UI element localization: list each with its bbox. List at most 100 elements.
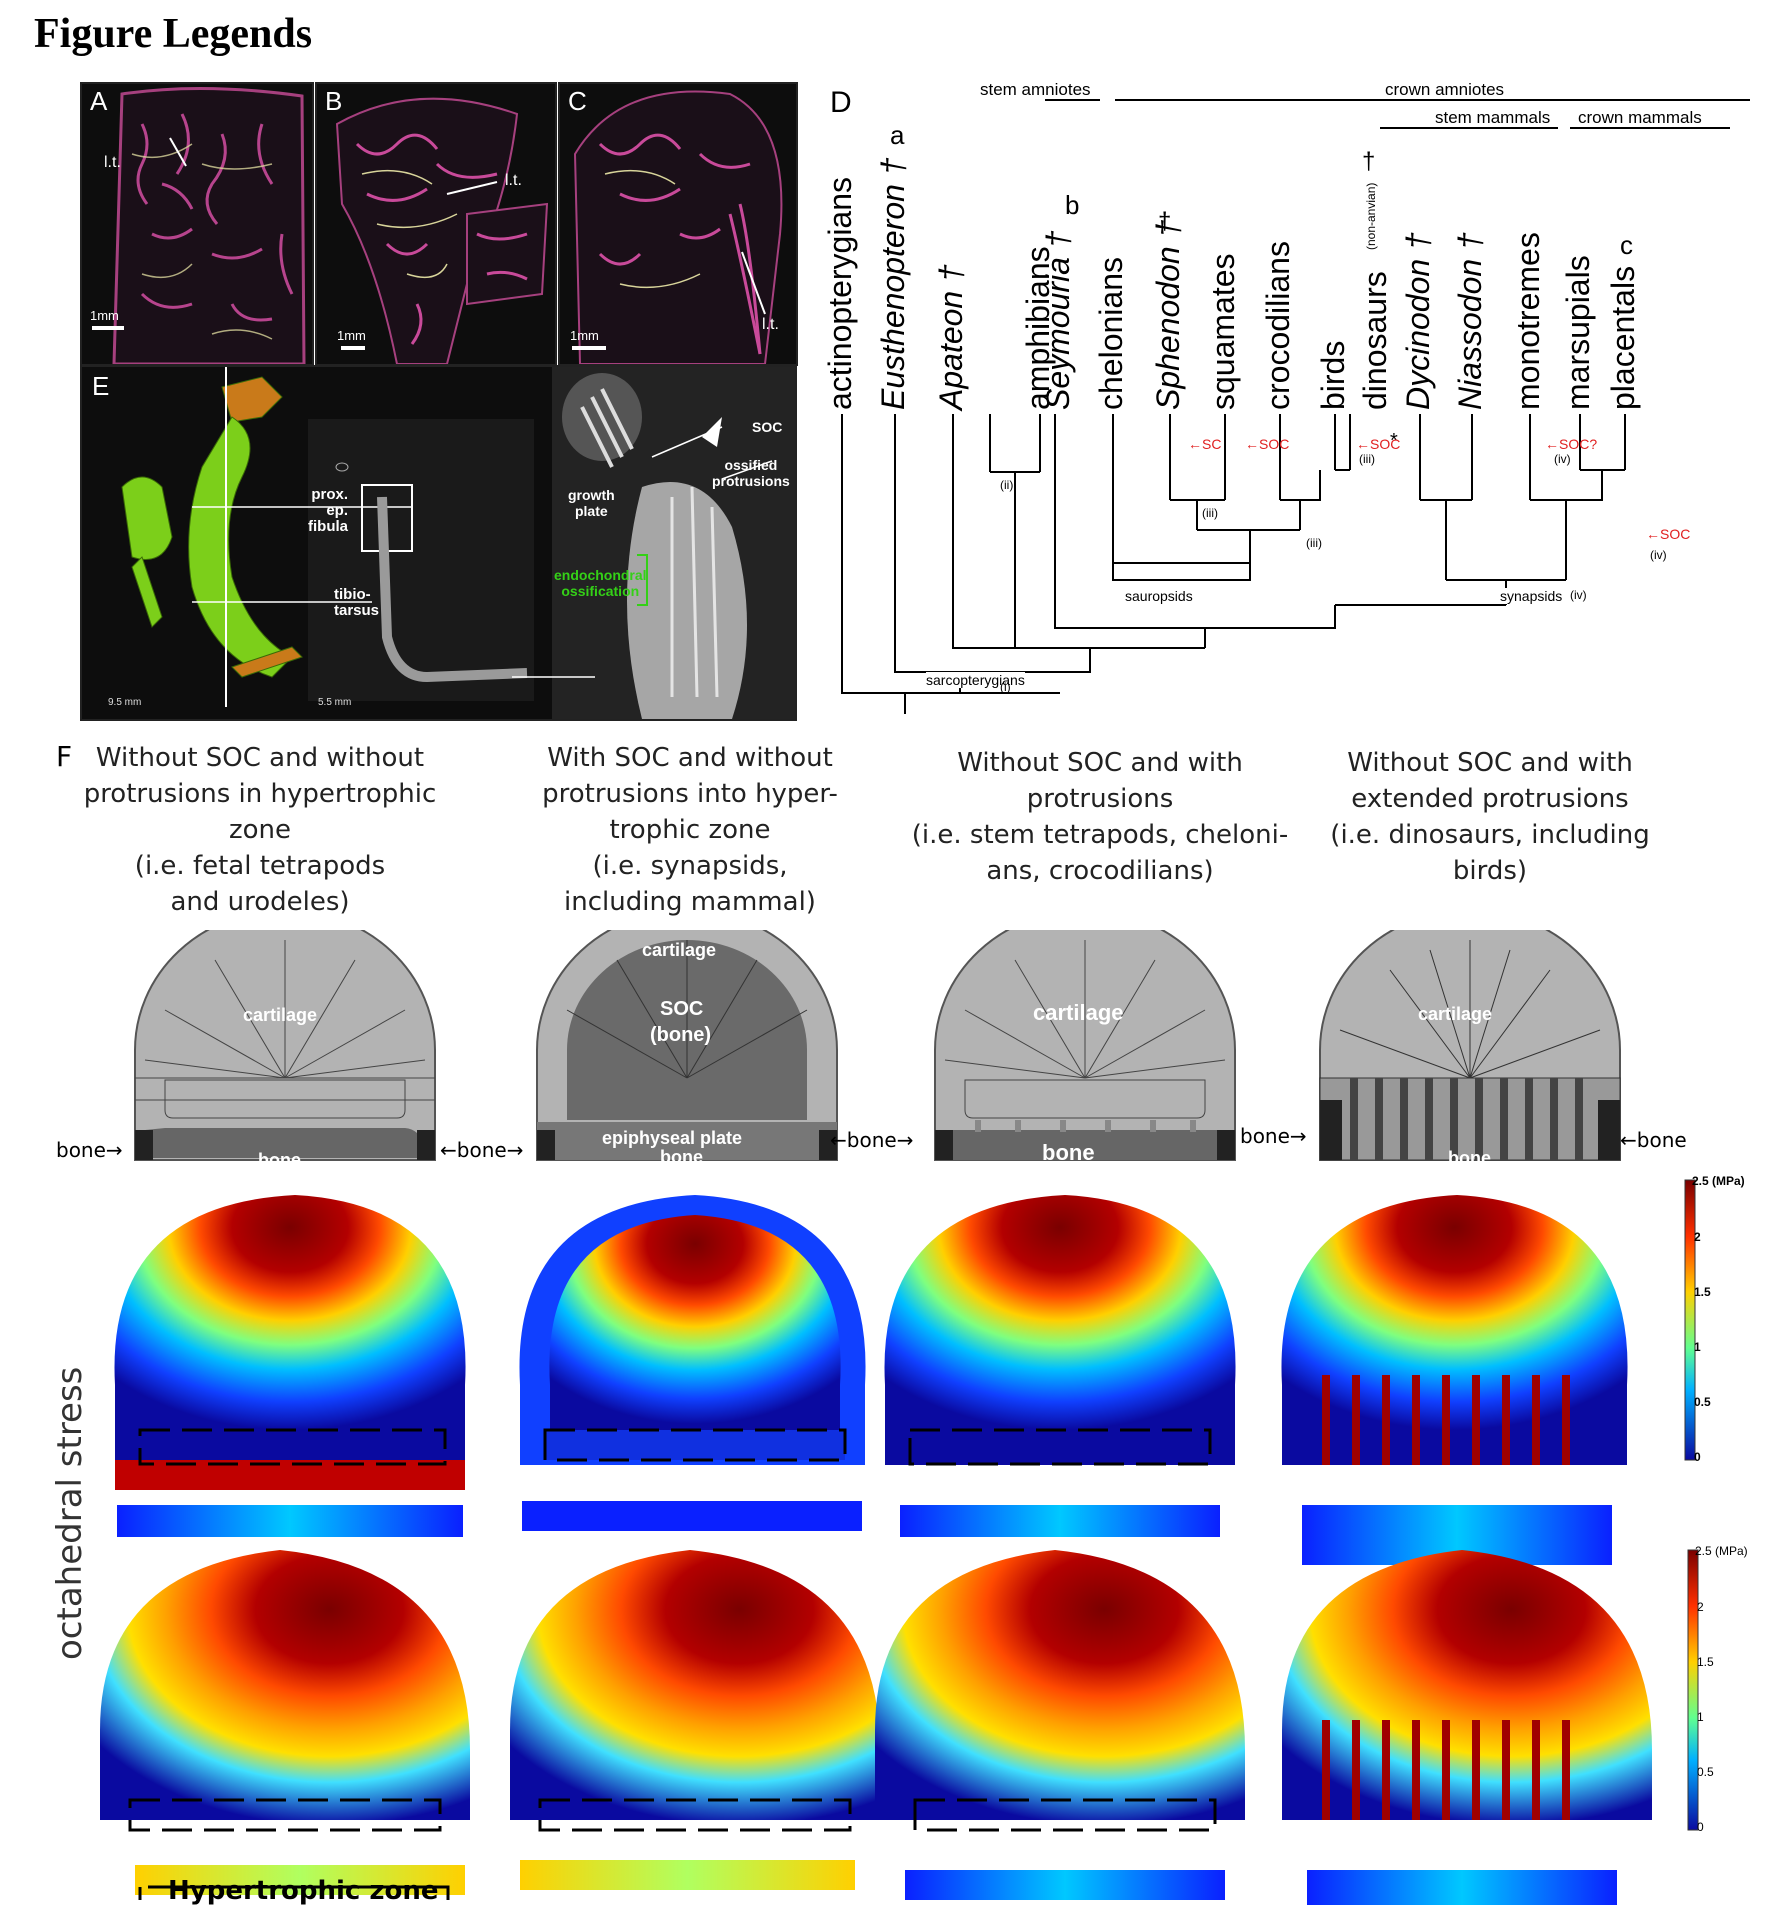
panel-e: E prox. ep. fibula tibio- tarsus 9.5 mm … bbox=[80, 365, 797, 721]
colorbar-1-tick-0: 0 bbox=[1694, 1450, 1701, 1464]
panel-c-scale-text: 1mm bbox=[570, 328, 599, 343]
ann-tibio: tibio- bbox=[334, 586, 371, 603]
caption-3: Without SOC and with protrusions (i.e. s… bbox=[911, 748, 1289, 886]
bone-arrow-4: bone→ bbox=[1240, 1124, 1307, 1148]
label-bone-3: bone bbox=[1042, 1140, 1095, 1165]
panel-b-image bbox=[335, 97, 549, 365]
colorbar-2-tick-2: 2 bbox=[1697, 1600, 1704, 1614]
colorbar-2-unit: 2.5 (MPa) bbox=[1695, 1544, 1748, 1558]
panel-a-label: A bbox=[90, 86, 108, 116]
panel-b-scalebar bbox=[341, 346, 365, 350]
endo-text-1: endochondral bbox=[554, 567, 647, 583]
label-soc-2: SOC bbox=[660, 998, 704, 1020]
side-label-octahedral-stress: octahedral stress bbox=[50, 1366, 90, 1660]
plate-text: plate bbox=[574, 503, 608, 519]
star-marker: * bbox=[1390, 430, 1398, 452]
ossified-text: ossified bbox=[724, 457, 778, 473]
roman-i: (i) bbox=[1000, 680, 1011, 694]
panel-e-annotation-tibiotarsus: tibio- tarsus bbox=[334, 587, 379, 619]
colorbar-1-tick-15: 1.5 bbox=[1694, 1285, 1711, 1299]
roman-iv-b: (iv) bbox=[1650, 548, 1667, 562]
taxon-birds: birds bbox=[1315, 340, 1351, 410]
panel-c-scalebar bbox=[572, 346, 606, 350]
dagger-dinosaurs: † bbox=[1362, 148, 1376, 175]
dagger-sphenodon: † bbox=[1158, 208, 1172, 235]
colorbar-1-tick-1: 1 bbox=[1694, 1340, 1701, 1354]
panel-a-scalebar bbox=[92, 326, 124, 330]
group-stem-mammals: stem mammals bbox=[1435, 108, 1551, 127]
schematic-row bbox=[134, 930, 1621, 1161]
taxon-actinopterygians: actinopterygians bbox=[822, 176, 858, 410]
taxon-eusthenopteron: Eusthenopteron † bbox=[875, 157, 911, 410]
micro-growth-plate: growth plate bbox=[568, 487, 615, 519]
panel-e-label: E bbox=[92, 371, 110, 401]
caption-2: With SOC and without protrusions into hy… bbox=[542, 743, 838, 917]
panel-a-annotation: l.t. bbox=[104, 154, 121, 171]
taxon-letter-c: c bbox=[1620, 230, 1633, 260]
label-cartilage-2: cartilage bbox=[642, 940, 717, 960]
protrusions-text: protrusions bbox=[712, 473, 790, 489]
stress-row-1 bbox=[114, 1195, 1628, 1565]
bone-arrow-3: ←bone→ bbox=[830, 1128, 914, 1152]
panel-e-scale1: 9.5 mm bbox=[108, 697, 142, 708]
hypertrophic-zone-label: Hypertrophic zone bbox=[168, 1876, 439, 1906]
panel-b: B l.t. 1mm bbox=[315, 82, 557, 366]
label-cartilage-1: cartilage bbox=[243, 1005, 318, 1025]
bone-arrow-5: ←bone bbox=[1620, 1128, 1687, 1152]
taxon-monotremes: monotremes bbox=[1510, 232, 1546, 410]
group-crown-amniotes: crown amniotes bbox=[1385, 80, 1505, 99]
node-sarcopterygians: sarcopterygians bbox=[926, 672, 1025, 688]
schematic-1 bbox=[134, 930, 436, 1161]
label-cartilage-4: cartilage bbox=[1418, 1004, 1493, 1024]
page-title: Figure Legends bbox=[34, 11, 313, 57]
soc-label-mammals: ←SOC bbox=[1646, 526, 1691, 542]
taxon-dycinodon: Dycinodon † bbox=[1400, 232, 1436, 410]
node-sauropsids: sauropsids bbox=[1125, 588, 1193, 604]
phylogeny-lines bbox=[841, 99, 1750, 714]
soc-label-birds: ←SOC bbox=[1356, 436, 1401, 452]
soc-label-sphenodon: ←SC bbox=[1188, 436, 1222, 452]
panel-c-image bbox=[573, 90, 783, 365]
group-crown-mammals: crown mammals bbox=[1578, 108, 1702, 127]
panel-e-image bbox=[121, 367, 795, 719]
roman-iii-a: (iii) bbox=[1202, 506, 1218, 520]
panel-e-annotation-fibula: prox. ep. fibula bbox=[308, 487, 348, 535]
panel-e-scale2: 5.5 mm bbox=[318, 697, 352, 708]
micro-soc: SOC bbox=[752, 419, 783, 435]
colorbar-2-tick-0: 0 bbox=[1697, 1820, 1704, 1834]
panel-c-annotation: l.t. bbox=[762, 316, 779, 333]
panel-d: D stem amniotes crown amniotes bbox=[822, 80, 1750, 720]
growth-text: growth bbox=[568, 487, 615, 503]
colorbar-2-tick-05: 0.5 bbox=[1697, 1765, 1714, 1779]
colorbar-1 bbox=[1684, 1179, 1696, 1461]
bone-arrow-2: ←bone→ bbox=[440, 1138, 524, 1162]
colorbar-2-tick-1: 1 bbox=[1697, 1710, 1704, 1724]
heatmap-rows bbox=[100, 1179, 1699, 1905]
colorbar-2-tick-15: 1.5 bbox=[1697, 1655, 1714, 1669]
panel-a-scale-text: 1mm bbox=[90, 308, 119, 323]
caption-4: Without SOC and with extended protrusion… bbox=[1330, 748, 1650, 886]
schematic-3 bbox=[934, 930, 1236, 1161]
schematic-2 bbox=[536, 930, 838, 1161]
panel-c: C l.t. 1mm bbox=[558, 82, 798, 366]
label-soc-bone-2: (bone) bbox=[650, 1024, 712, 1046]
taxon-squamates: squamates bbox=[1205, 253, 1241, 410]
taxon-crocodilians: crocodilians bbox=[1260, 241, 1296, 410]
taxon-niassodon: Niassodon † bbox=[1452, 232, 1488, 410]
bone-arrow-1: bone→ bbox=[56, 1138, 123, 1162]
micro-ossified: ossified protrusions bbox=[712, 457, 790, 489]
ann-prox: prox. bbox=[311, 486, 348, 503]
panel-b-label: B bbox=[325, 86, 343, 116]
colorbar-1-tick-2: 2 bbox=[1694, 1230, 1701, 1244]
taxon-marsupials: marsupials bbox=[1560, 255, 1596, 410]
label-bone-4: bone bbox=[1448, 1148, 1491, 1168]
panel-b-scale-text: 1mm bbox=[337, 328, 366, 343]
colorbar-1-tick-05: 0.5 bbox=[1694, 1395, 1711, 1409]
panel-f-label: F bbox=[56, 740, 73, 773]
micro-endochondral: endochondral ossification bbox=[554, 567, 647, 599]
node-synapsids: synapsids bbox=[1500, 588, 1563, 604]
caption-1: Without SOC and without protrusions in h… bbox=[83, 743, 437, 917]
taxon-apateon: Apateon † bbox=[933, 264, 969, 410]
taxon-placentals: placentals bbox=[1605, 265, 1641, 410]
taxon-letter-b: b bbox=[1065, 190, 1080, 220]
